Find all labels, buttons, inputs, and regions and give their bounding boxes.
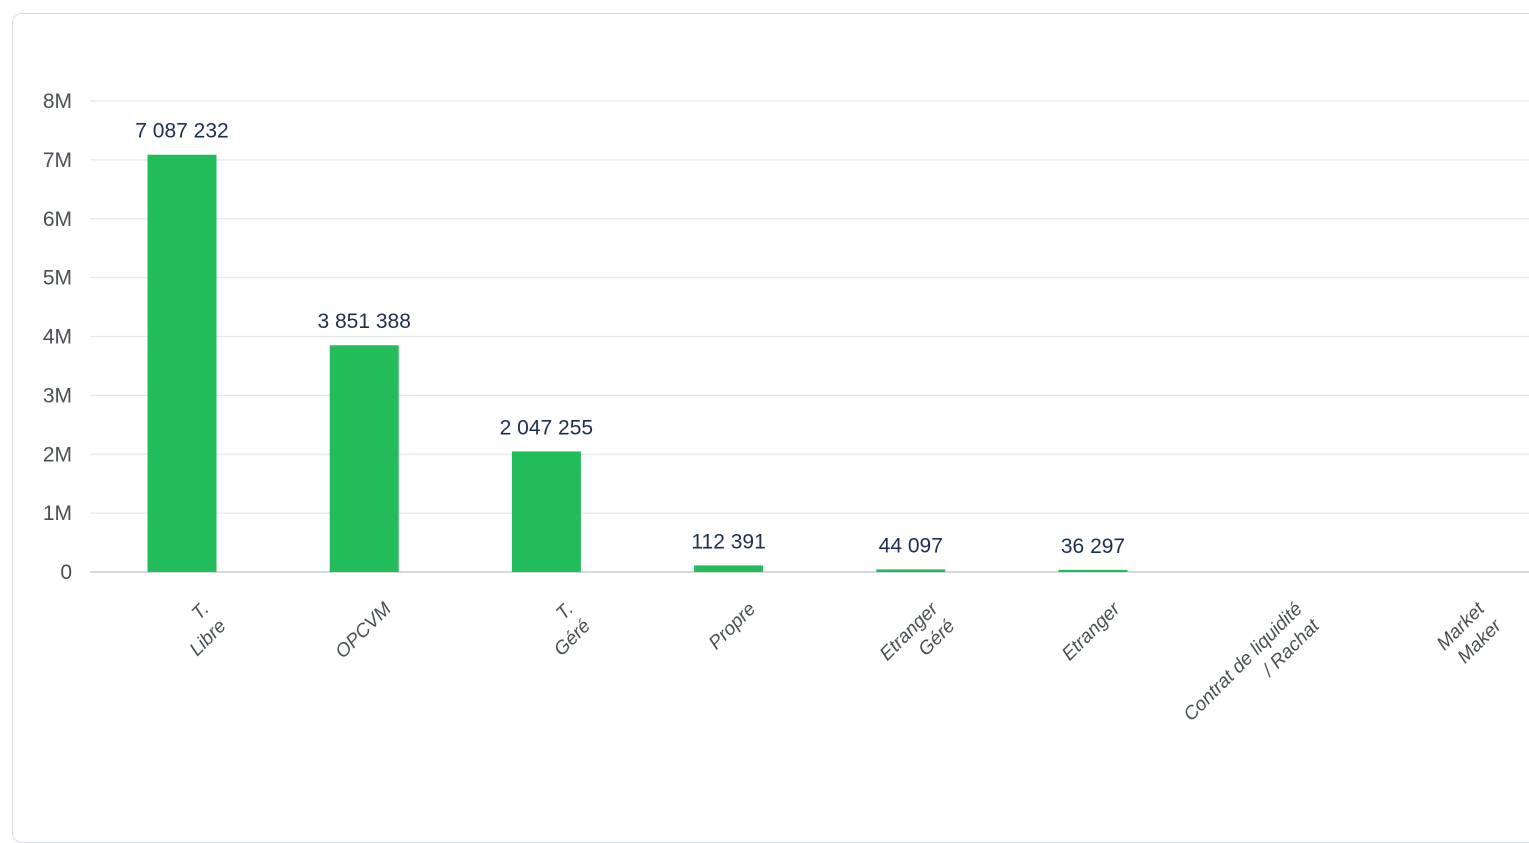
- bar-chart: 0 1M 2M 3M 4M 5M 6M 7M 8M 7 087 232 T.Libre 3 851 3…: [43, 90, 1529, 742]
- x-tick-label: Propre: [705, 599, 760, 654]
- x-tick-label: Etranger: [1058, 598, 1125, 665]
- x-tick-label: MarketMaker: [1433, 598, 1506, 671]
- y-tick-label: 6M: [43, 208, 72, 231]
- x-tick-label-line: OPCVM: [332, 599, 396, 663]
- x-tick-label: T.Géré: [533, 599, 595, 661]
- bar: [1058, 569, 1128, 572]
- bar: [876, 569, 946, 572]
- y-tick-label: 4M: [43, 326, 72, 349]
- y-tick-label: 2M: [43, 443, 72, 466]
- bar: [694, 565, 764, 572]
- x-tick-label-line: Propre: [705, 599, 760, 654]
- data-label: 3 851 388: [317, 310, 410, 333]
- data-label: 36 297: [1061, 535, 1125, 558]
- bar: [329, 345, 399, 572]
- x-tick-label-line: Etranger: [1058, 598, 1125, 665]
- y-tick-label: 0: [60, 561, 72, 584]
- y-tick-label: 1M: [43, 502, 72, 525]
- x-tick-label: Contrat de liquidité/ Rachat: [1180, 598, 1324, 742]
- y-tick-label: 8M: [43, 90, 72, 113]
- bar: [147, 154, 217, 573]
- x-tick-label-line: Géré: [550, 616, 595, 661]
- x-tick-label-line: Libre: [186, 616, 231, 661]
- data-label: 7 087 232: [135, 120, 228, 143]
- data-label: 2 047 255: [500, 416, 593, 439]
- x-tick-label: EtrangerGéré: [876, 598, 960, 682]
- bar: [511, 451, 581, 572]
- x-tick-label: OPCVM: [332, 599, 396, 663]
- data-label: 112 391: [691, 530, 765, 553]
- chart-card: [12, 13, 1529, 843]
- y-tick-label: 7M: [43, 149, 72, 172]
- data-label: 44 097: [879, 534, 943, 557]
- y-tick-label: 5M: [43, 267, 72, 290]
- x-tick-label: T.Libre: [169, 599, 231, 661]
- y-tick-label: 3M: [43, 384, 72, 407]
